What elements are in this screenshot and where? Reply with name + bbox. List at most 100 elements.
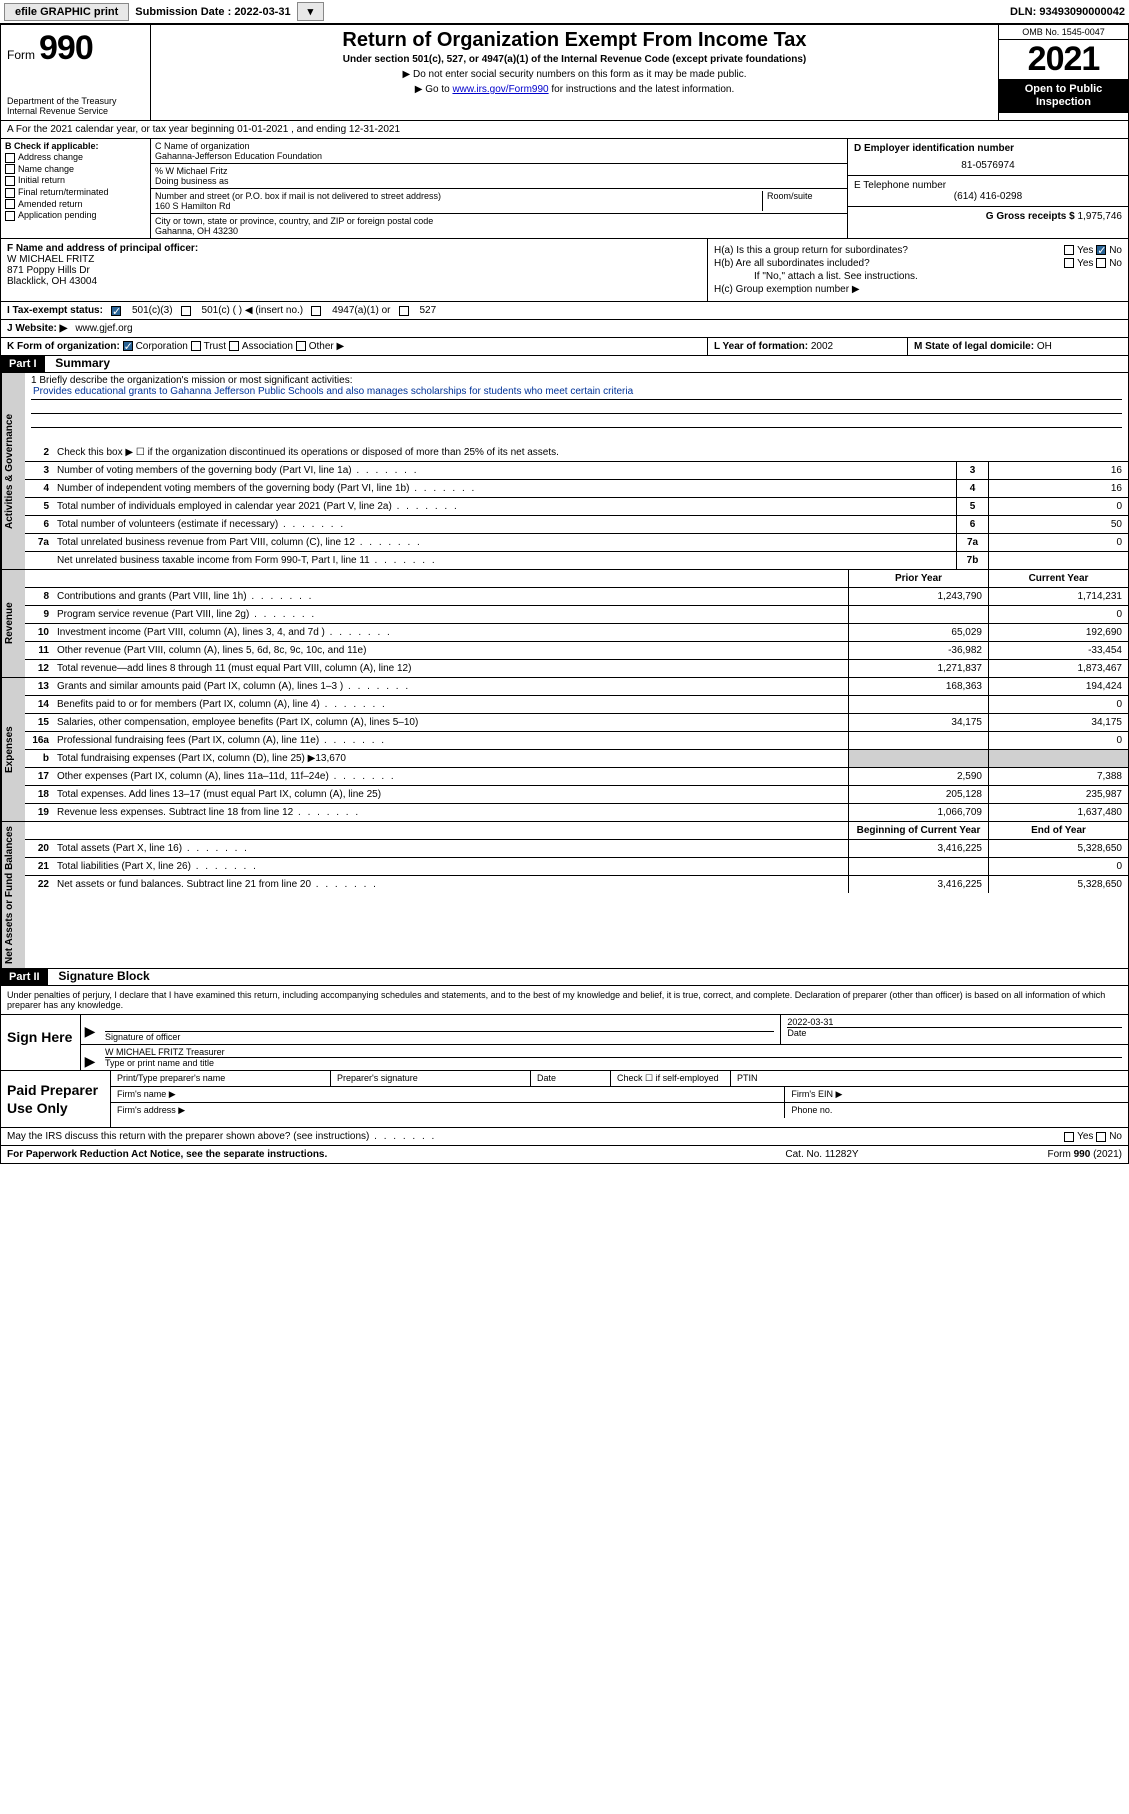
end-21: 0 [988,858,1128,875]
sign-here-label: Sign Here [1,1015,81,1070]
street-address: 160 S Hamilton Rd [155,201,758,211]
section-revenue: Revenue Prior YearCurrent Year 8Contribu… [1,570,1128,678]
sign-here-block: Sign Here ▶ Signature of officer 2022-03… [1,1015,1128,1071]
irs-label: Internal Revenue Service [7,106,144,116]
cb-corporation[interactable] [123,341,133,351]
form-footer: Form 990 (2021) [922,1149,1122,1160]
prior-9 [848,606,988,623]
cb-other[interactable] [296,341,306,351]
beg-20: 3,416,225 [848,840,988,857]
cb-4947[interactable] [311,306,321,316]
row-j-website: J Website: ▶ www.gjef.org [1,320,1128,338]
footer-row: For Paperwork Reduction Act Notice, see … [1,1146,1128,1163]
ein-label: D Employer identification number [854,143,1122,154]
paid-preparer-label: Paid Preparer Use Only [1,1071,111,1127]
prior-13: 168,363 [848,678,988,695]
curr-12: 1,873,467 [988,660,1128,677]
val-6: 50 [988,516,1128,533]
cb-association[interactable] [229,341,239,351]
cb-final-return[interactable]: Final return/terminated [5,187,146,198]
dba-label: Doing business as [155,176,843,186]
curr-8: 1,714,231 [988,588,1128,605]
curr-9: 0 [988,606,1128,623]
row-a-period: A For the 2021 calendar year, or tax yea… [1,121,1128,139]
val-3: 16 [988,462,1128,479]
tab-revenue: Revenue [1,570,25,677]
efile-print-button[interactable]: efile GRAPHIC print [4,3,129,21]
link-note: ▶ Go to www.irs.gov/Form990 for instruct… [159,84,990,95]
discuss-row: May the IRS discuss this return with the… [1,1128,1128,1146]
cb-initial-return[interactable]: Initial return [5,175,146,186]
care-of: % W Michael Fritz [155,166,843,176]
org-name-label: C Name of organization [155,141,843,151]
row-f-h: F Name and address of principal officer:… [1,239,1128,302]
tab-governance: Activities & Governance [1,373,25,569]
cat-number: Cat. No. 11282Y [722,1149,922,1160]
phone-label: E Telephone number [854,180,1122,191]
dept-label: Department of the Treasury [7,96,144,106]
col-d-e-g: D Employer identification number 81-0576… [848,139,1128,238]
addr-label: Number and street (or P.O. box if mail i… [155,191,758,201]
submission-dropdown[interactable]: ▾ [297,2,325,21]
city-label: City or town, state or province, country… [155,216,843,226]
form-header: Form 990 Department of the Treasury Inte… [1,25,1128,121]
val-4: 16 [988,480,1128,497]
cb-amended-return[interactable]: Amended return [5,199,146,210]
gross-label: G Gross receipts $ [986,211,1078,222]
part-i-header: Part I Summary [1,356,1128,373]
year-formation: 2002 [811,341,833,352]
prior-14 [848,696,988,713]
ssn-note: ▶ Do not enter social security numbers o… [159,69,990,80]
cb-trust[interactable] [191,341,201,351]
submission-date-label: Submission Date : 2022-03-31 [135,6,290,18]
tab-expenses: Expenses [1,678,25,821]
sig-date: 2022-03-31 [787,1017,1122,1027]
cb-discuss-yes[interactable] [1064,1132,1074,1142]
curr-18: 235,987 [988,786,1128,803]
city-state-zip: Gahanna, OH 43230 [155,226,843,236]
room-suite-label: Room/suite [763,191,843,211]
irs-link[interactable]: www.irs.gov/Form990 [452,84,548,95]
col-f-officer: F Name and address of principal officer:… [1,239,708,301]
val-7b [988,552,1128,569]
pra-notice: For Paperwork Reduction Act Notice, see … [7,1149,722,1160]
perjury-declaration: Under penalties of perjury, I declare th… [1,986,1128,1015]
cb-address-change[interactable]: Address change [5,152,146,163]
curr-16a: 0 [988,732,1128,749]
officer-printed-name: W MICHAEL FRITZ Treasurer [105,1047,1122,1057]
curr-13: 194,424 [988,678,1128,695]
form-number: 990 [39,29,93,68]
section-governance: Activities & Governance 1 Briefly descri… [1,373,1128,570]
curr-15: 34,175 [988,714,1128,731]
col-c-org-info: C Name of organization Gahanna-Jefferson… [151,139,848,238]
curr-14: 0 [988,696,1128,713]
omb-number: OMB No. 1545-0047 [999,25,1128,40]
prior-10: 65,029 [848,624,988,641]
open-public-badge: Open to Public Inspection [999,79,1128,113]
mission-block: 1 Briefly describe the organization's mi… [25,373,1128,444]
curr-19: 1,637,480 [988,804,1128,821]
row-i-tax-status: I Tax-exempt status: 501(c)(3) 501(c) ( … [1,302,1128,320]
row-k-l-m: K Form of organization: Corporation Trus… [1,338,1128,356]
cb-527[interactable] [399,306,409,316]
phone-value: (614) 416-0298 [854,191,1122,202]
val-5: 0 [988,498,1128,515]
cb-app-pending[interactable]: Application pending [5,210,146,221]
form-word: Form [7,48,35,62]
section-net-assets: Net Assets or Fund Balances Beginning of… [1,822,1128,969]
cb-name-change[interactable]: Name change [5,164,146,175]
curr-17: 7,388 [988,768,1128,785]
prior-12: 1,271,837 [848,660,988,677]
section-b-c-d: B Check if applicable: Address change Na… [1,139,1128,239]
top-toolbar: efile GRAPHIC print Submission Date : 20… [0,0,1129,24]
prior-16a [848,732,988,749]
cb-501c[interactable] [181,306,191,316]
arrow-icon: ▶ [81,1045,99,1070]
tab-net-assets: Net Assets or Fund Balances [1,822,25,968]
prior-18: 205,128 [848,786,988,803]
end-20: 5,328,650 [988,840,1128,857]
cb-discuss-no[interactable] [1096,1132,1106,1142]
cb-501c3[interactable] [111,306,121,316]
part-ii-header: Part II Signature Block [1,969,1128,986]
officer-name: W MICHAEL FRITZ [7,254,701,265]
